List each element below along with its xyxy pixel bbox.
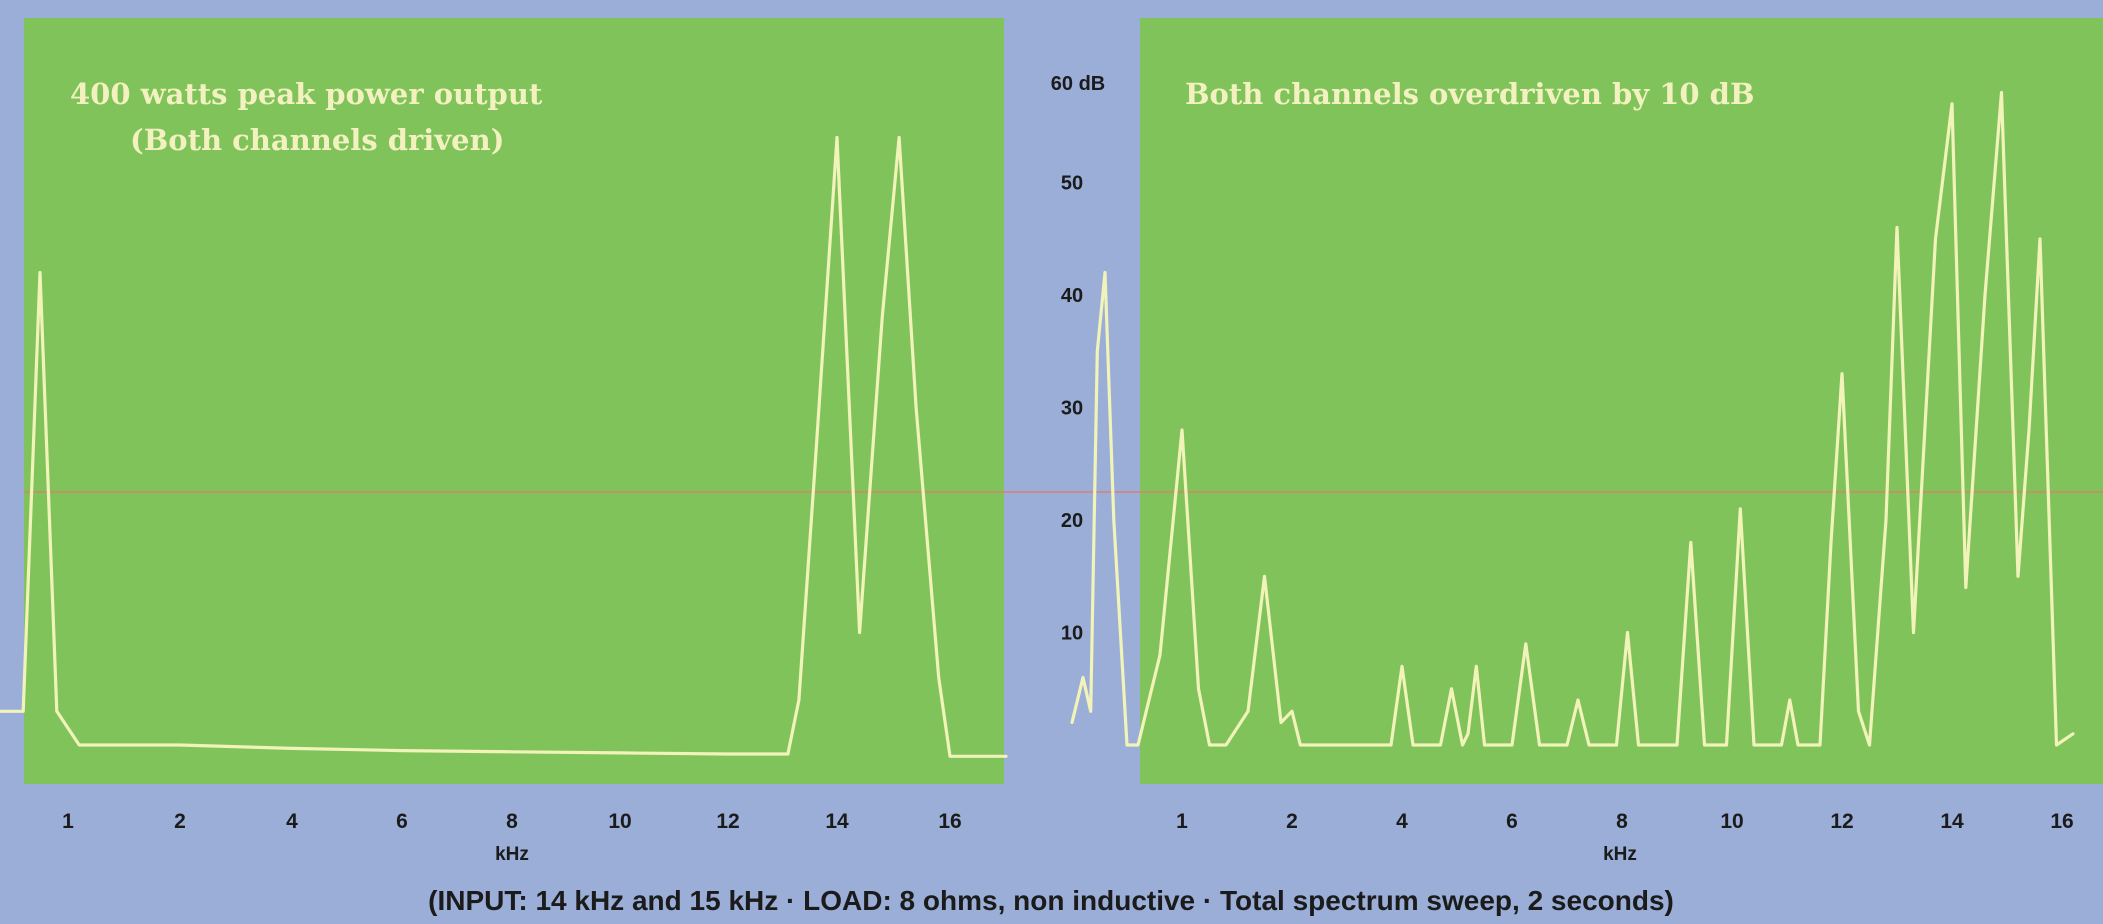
right-x-tick-label: 12 <box>1830 810 1853 833</box>
left-x-tick-label: 12 <box>716 810 739 833</box>
y-tick-label: 10 <box>1061 623 1083 645</box>
left-spectrum-trace <box>0 135 1008 758</box>
right-x-tick-label: 2 <box>1286 810 1298 833</box>
right-plot-area <box>1140 18 2103 784</box>
y-tick-label: 40 <box>1061 285 1083 307</box>
left-x-tick-label: 2 <box>174 810 186 833</box>
right-x-tick-label: 8 <box>1616 810 1628 833</box>
right-x-tick-label: 10 <box>1720 810 1743 833</box>
left-x-tick-label: 16 <box>938 810 961 833</box>
left-x-tick-label: 1 <box>62 810 74 833</box>
y-axis-unit-label: 60 dB <box>1051 73 1105 95</box>
y-axis: 60 dB 50 40 30 20 10 <box>1051 73 1105 645</box>
right-chart-title: Both channels overdriven by 10 dB <box>1185 77 1754 111</box>
right-x-tick-label: 6 <box>1506 810 1518 833</box>
right-x-ticks: 1 2 4 6 8 10 12 14 16 <box>1176 810 2074 833</box>
y-ticks: 50 40 30 20 10 <box>1061 173 1083 645</box>
left-x-ticks: 1 2 4 6 8 10 12 14 16 <box>62 810 962 833</box>
right-x-tick-label: 4 <box>1396 810 1408 833</box>
right-x-tick-label: 1 <box>1176 810 1188 833</box>
right-x-axis-label: kHz <box>1603 844 1637 865</box>
left-x-axis-label: kHz <box>495 844 529 865</box>
right-x-tick-label: 16 <box>2050 810 2073 833</box>
right-x-tick-label: 14 <box>1940 810 1964 833</box>
right-spectrum-trace <box>1070 90 2075 747</box>
figure-caption: (INPUT: 14 kHz and 15 kHz · LOAD: 8 ohms… <box>428 885 1674 916</box>
left-plot-area <box>24 18 1004 784</box>
y-tick-label: 50 <box>1061 173 1083 195</box>
left-x-tick-label: 4 <box>286 810 298 833</box>
left-x-tick-label: 8 <box>506 810 518 833</box>
left-x-tick-label: 6 <box>396 810 408 833</box>
left-x-tick-label: 10 <box>608 810 631 833</box>
left-chart-title: 400 watts peak power output <box>70 77 543 111</box>
left-chart-subtitle: (Both channels driven) <box>130 123 504 157</box>
left-x-tick-label: 14 <box>825 810 849 833</box>
left-chart: 400 watts peak power output (Both channe… <box>0 18 1008 865</box>
y-tick-label: 30 <box>1061 398 1083 420</box>
y-tick-label: 20 <box>1061 510 1083 532</box>
